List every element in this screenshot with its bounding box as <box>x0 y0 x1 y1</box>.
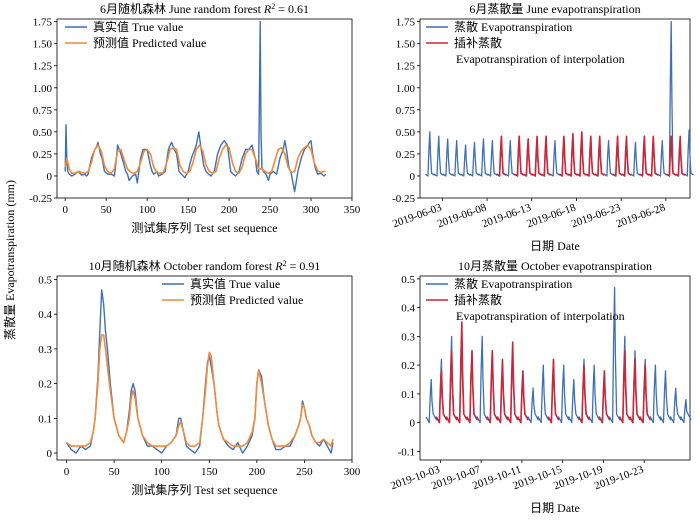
y-tick-label: 0.3 <box>38 344 52 356</box>
june-et-panel: 6月蒸散量 June evapotranspiration -0.25 0 0.25 0… <box>391 1 694 253</box>
y-tick-label: 1.50 <box>396 39 416 51</box>
x-axis-label: 日期 Date <box>530 501 580 515</box>
title-text: 10月随机森林 October random forest <box>89 258 276 273</box>
y-tick-label: 0.5 <box>38 274 52 286</box>
x-tick-label: 200 <box>249 466 266 478</box>
y-tick-label: 0.3 <box>401 331 415 343</box>
predicted-value-line <box>64 144 326 175</box>
y-tick-label: 0.2 <box>401 360 415 372</box>
true-value-line <box>65 289 334 454</box>
x-tick-label: 2019-06-28 <box>615 201 668 230</box>
plot-frame <box>419 18 691 199</box>
panel-title: 6月随机森林 June random forest R2 = 0.61 <box>100 1 309 16</box>
june-rf-panel: 6月随机森林 June random forest R2 = 0.61 -0.25… <box>29 1 361 235</box>
title-r-symbol: R <box>263 2 272 16</box>
legend-label: Evapotranspiration of interpolation <box>456 52 625 66</box>
y-tick-label: 0 <box>47 171 53 183</box>
x-tick-label: 100 <box>139 204 156 216</box>
y-tick-label: 0.4 <box>38 309 52 321</box>
x-axis-label: 日期 Date <box>530 239 580 253</box>
y-tick-label: 0.75 <box>396 105 416 117</box>
x-tick-label: 150 <box>201 466 218 478</box>
legend-label: 蒸散 Evapotranspiration <box>454 276 572 291</box>
y-tick-label: -0.25 <box>392 193 415 205</box>
evapotranspiration-line <box>425 286 692 424</box>
y-tick-label: 0.1 <box>401 389 415 401</box>
x-tick-label: 100 <box>153 466 170 478</box>
y-tick-label: 0.50 <box>396 127 416 139</box>
y-tick-label: 1.25 <box>33 61 53 73</box>
x-tick-label: 0 <box>62 204 68 216</box>
panel-title: 10月随机森林 October random forest R2 = 0.91 <box>89 258 321 273</box>
predicted-value-line <box>66 334 334 447</box>
title-superscript: 2 <box>271 2 275 11</box>
title-value: = 0.91 <box>287 259 321 273</box>
y-tick-label: 0 <box>410 418 416 430</box>
x-tick-label: 2019-06-23 <box>570 201 623 230</box>
y-tick-label: 0.75 <box>33 105 53 117</box>
legend-label: 真实值 True value <box>93 19 183 34</box>
y-tick-label: 1.00 <box>33 83 53 95</box>
x-tick-label: 300 <box>303 204 320 216</box>
y-tick-label: 0.50 <box>33 127 53 139</box>
true-value-line <box>64 20 327 193</box>
legend-label: 插补蒸散 <box>454 292 502 307</box>
title-r-symbol: R <box>274 259 283 273</box>
x-tick-label: 2019-06-08 <box>436 201 489 230</box>
y-tick-label: 0 <box>410 171 416 183</box>
y-tick-label: 0.25 <box>33 149 53 161</box>
x-tick-label: 2019-06-18 <box>525 201 578 230</box>
x-axis-label: 测试集序列 Test set sequence <box>131 220 277 235</box>
legend-label: 预测值 Predicted value <box>93 35 206 50</box>
x-tick-label: 2019-06-13 <box>480 201 533 230</box>
interpolated-evapotranspiration-line <box>496 131 686 177</box>
panel-title: 10月蒸散量 October evapotranspiration <box>458 258 652 273</box>
x-tick-label: 250 <box>296 466 313 478</box>
y-tick-label: 0.25 <box>396 149 416 161</box>
x-tick-label: 0 <box>64 466 70 478</box>
title-value: = 0.61 <box>275 2 309 16</box>
x-tick-label: 250 <box>262 204 279 216</box>
x-tick-label: 200 <box>221 204 238 216</box>
y-tick-label: 1.25 <box>396 61 416 73</box>
legend-label: Evapotranspiration of interpolation <box>456 309 625 323</box>
panel-title: 6月蒸散量 June evapotranspiration <box>469 1 640 16</box>
x-tick-label: 300 <box>344 466 361 478</box>
x-tick-label: 50 <box>109 466 121 478</box>
x-axis-label: 测试集序列 Test set sequence <box>131 482 277 497</box>
y-tick-label: 0 <box>47 448 53 460</box>
y-tick-label: 0.1 <box>38 413 52 425</box>
y-tick-label: 0.4 <box>401 303 415 315</box>
x-tick-label: 150 <box>180 204 197 216</box>
y-tick-label: -0.1 <box>398 446 415 458</box>
y-tick-label: 1.50 <box>33 39 53 51</box>
y-tick-label: 1.75 <box>396 17 416 29</box>
y-tick-label: 0.5 <box>401 274 415 286</box>
y-tick-label: 0.2 <box>38 379 52 391</box>
legend-label: 插补蒸散 <box>454 35 502 50</box>
legend-label: 真实值 True value <box>190 276 280 291</box>
october-rf-panel: 10月随机森林 October random forest R2 = 0.91 0… <box>38 258 361 497</box>
title-text: 6月随机森林 June random forest <box>100 1 264 16</box>
october-et-panel: 10月蒸散量 October evapotranspiration -0.1 0 0.… <box>389 258 692 515</box>
figure-ylabel: 蒸散量 Evapotranspiration (mm) <box>2 180 17 340</box>
plot-frame <box>56 18 353 199</box>
x-tick-label: 50 <box>101 204 113 216</box>
x-tick-label: 2019-06-03 <box>391 201 444 230</box>
title-superscript: 2 <box>283 259 287 268</box>
y-tick-label: -0.25 <box>29 193 52 205</box>
legend-label: 蒸散 Evapotranspiration <box>454 19 572 34</box>
y-tick-label: 1.75 <box>33 17 53 29</box>
plot-frame <box>56 275 353 461</box>
x-tick-label: 350 <box>344 204 361 216</box>
y-tick-label: 1.00 <box>396 83 416 95</box>
legend-label: 预测值 Predicted value <box>190 292 303 307</box>
interpolated-evapotranspiration-line <box>435 321 652 424</box>
plot-frame <box>419 275 691 461</box>
